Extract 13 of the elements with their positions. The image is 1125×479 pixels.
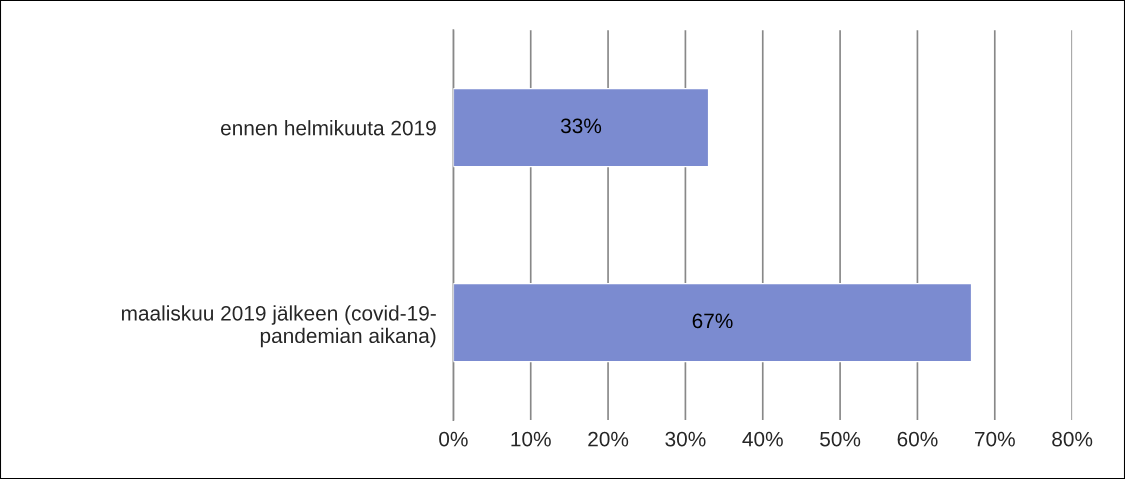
x-tick-label: 0%	[439, 431, 468, 447]
x-tick-label: 20%	[588, 431, 629, 447]
y-tick-label: maaliskuu 2019 jälkeen (covid-19- pandemian aikana)	[121, 305, 436, 348]
x-tick-label: 30%	[665, 431, 706, 447]
y-tick-label: ennen helmikuuta 2019	[221, 120, 436, 136]
data-label: 33%	[560, 118, 602, 134]
x-tick-label: 50%	[820, 431, 861, 447]
x-tick-label: 70%	[975, 431, 1015, 447]
x-tick-label: 40%	[742, 431, 783, 447]
x-tick-label: 60%	[897, 431, 938, 447]
x-tick-label: 80%	[1052, 431, 1093, 447]
data-label: 67%	[692, 313, 733, 329]
x-tick-label: 10%	[511, 431, 551, 447]
